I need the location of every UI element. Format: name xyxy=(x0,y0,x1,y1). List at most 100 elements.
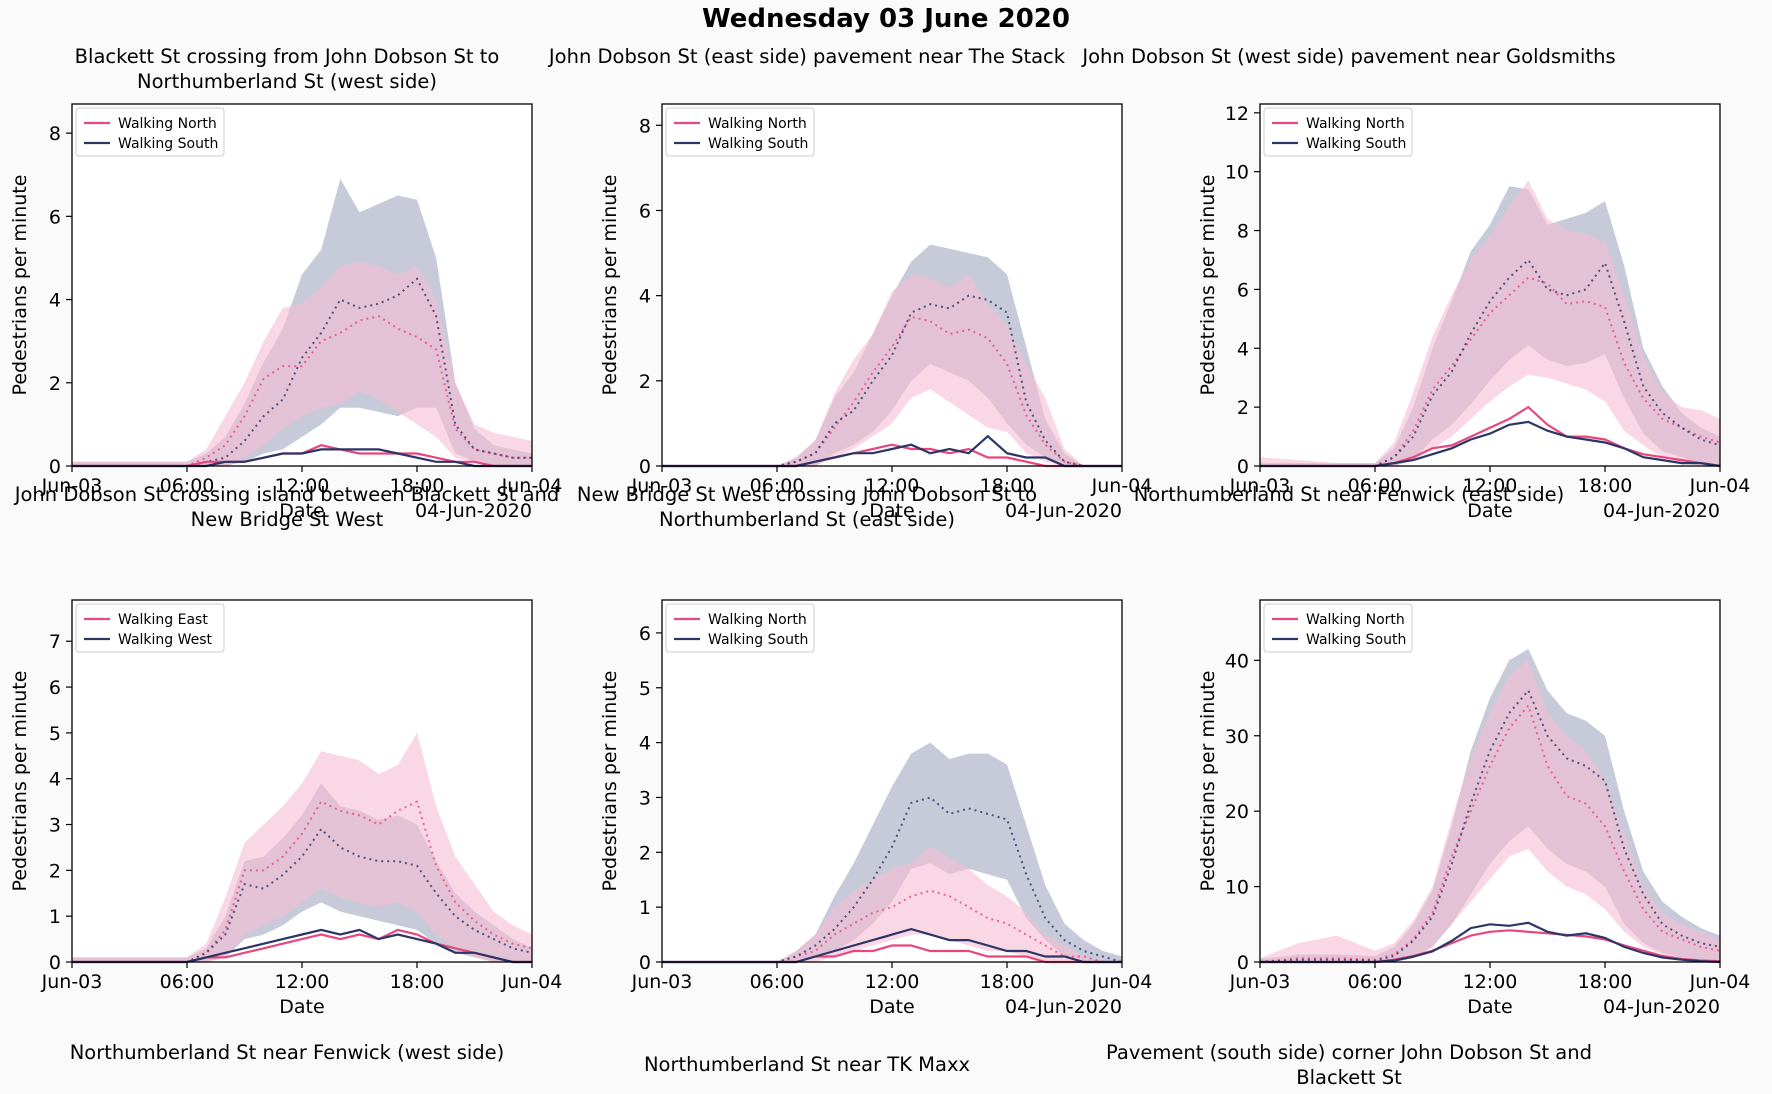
y-tick-label: 4 xyxy=(49,290,61,312)
x-tick-label: Jun-03 xyxy=(41,475,103,497)
y-tick-label: 4 xyxy=(639,286,651,308)
x-tick-label: Jun-03 xyxy=(1229,971,1291,993)
mean-line-walking-south xyxy=(72,277,532,467)
x-tick-label: Jun-04 xyxy=(1091,971,1153,993)
legend-box xyxy=(1263,107,1413,157)
x-tick-label: Jun-03 xyxy=(631,971,693,993)
band-walking-north xyxy=(72,262,532,466)
legend-box xyxy=(665,107,815,157)
y-tick-label: 4 xyxy=(1237,338,1249,360)
y-tick-label: 8 xyxy=(1237,221,1249,243)
legend-label: Walking North xyxy=(118,116,217,132)
legend-label: Walking South xyxy=(1306,632,1406,648)
mean-line-walking-north xyxy=(1260,276,1721,467)
y-tick-label: 7 xyxy=(49,631,61,653)
y-tick-label: 6 xyxy=(639,623,651,645)
mean-line-walking-east xyxy=(72,800,533,963)
panel-8-title: Northumberland St near TK Maxx xyxy=(643,1053,971,1076)
legend-box xyxy=(1263,603,1413,653)
y-tick-label: 6 xyxy=(639,200,651,222)
legend-label: Walking North xyxy=(708,612,807,628)
x-tick-label: 18:00 xyxy=(980,475,1035,497)
panel-5-title: New Bridge St West crossing John Dobson … xyxy=(576,483,1038,531)
y-tick-label: 3 xyxy=(639,787,651,809)
x-tick-label: 06:00 xyxy=(750,475,805,497)
x-tick-label: Jun-04 xyxy=(1091,475,1153,497)
y-tick-label: 0 xyxy=(639,952,651,974)
panel-7-title: Northumberland St near Fenwick (west sid… xyxy=(69,1041,505,1064)
x-tick-label: 12:00 xyxy=(865,475,920,497)
legend-label: Walking North xyxy=(1306,116,1405,132)
y-axis-label: Pedestrians per minute xyxy=(9,671,31,892)
y-tick-label: 2 xyxy=(49,373,61,395)
x-tick-label: Jun-04 xyxy=(501,475,563,497)
legend-label: Walking South xyxy=(708,136,808,152)
y-tick-label: 4 xyxy=(49,769,61,791)
y-tick-label: 10 xyxy=(1225,877,1249,899)
x-axis-label: Date xyxy=(279,500,324,522)
panel-5: 0 1 2 3 4 5 6 Jun-03 06:00 12:00 18:00 Jun-04 Date Pe… xyxy=(599,599,1153,1018)
y-tick-label: 6 xyxy=(49,677,61,699)
legend-box xyxy=(75,603,225,653)
y-tick-label: 8 xyxy=(639,115,651,137)
legend-label: Walking South xyxy=(708,632,808,648)
x-tick-label: 12:00 xyxy=(275,475,330,497)
y-tick-label: 40 xyxy=(1225,650,1249,672)
x-axis-label: Date xyxy=(1467,500,1512,522)
series-line-walking-south xyxy=(1260,921,1721,964)
x-axis-label: Date xyxy=(1467,996,1512,1018)
x-tick-label: 18:00 xyxy=(390,971,445,993)
x-offset-label: 04-Jun-2020 xyxy=(1005,500,1122,522)
y-axis-label: Pedestrians per minute xyxy=(1197,175,1219,396)
x-offset-label: 04-Jun-2020 xyxy=(415,500,532,522)
panel-4-title: John Dobson St crossing island between B… xyxy=(14,483,560,531)
y-tick-label: 2 xyxy=(1237,397,1249,419)
x-axis-label: Date xyxy=(279,996,324,1018)
y-tick-label: 8 xyxy=(49,123,61,145)
x-tick-label: 12:00 xyxy=(865,971,920,993)
band-walking-south xyxy=(662,742,1122,962)
y-tick-label: 0 xyxy=(1237,456,1249,478)
y-tick-label: 0 xyxy=(49,456,61,478)
x-tick-label: Jun-03 xyxy=(631,475,693,497)
panel-1-title: Blackett St crossing from John Dobson St… xyxy=(74,45,500,93)
y-tick-label: 6 xyxy=(1237,279,1249,301)
legend-label: Walking West xyxy=(118,632,213,648)
y-tick-label: 2 xyxy=(639,371,651,393)
mean-line-walking-south xyxy=(1260,258,1721,467)
y-tick-label: 30 xyxy=(1225,726,1249,748)
band-walking-north xyxy=(1260,180,1720,466)
panel-2: 0 2 4 6 8 Jun-03 06:00 12:00 18:00 Jun-04 Date Pede… xyxy=(599,103,1153,522)
y-tick-label: 4 xyxy=(639,733,651,755)
x-tick-label: Jun-03 xyxy=(1229,475,1291,497)
panel-2-title: John Dobson St (east side) pavement near… xyxy=(548,45,1066,68)
band-walking-east xyxy=(72,732,532,962)
legend-label: Walking North xyxy=(708,116,807,132)
legend: Walking North Walking South xyxy=(665,107,815,157)
band-walking-north xyxy=(662,846,1122,962)
legend: Walking North Walking South xyxy=(1263,107,1413,157)
y-axis-label: Pedestrians per minute xyxy=(599,671,621,892)
y-tick-label: 1 xyxy=(49,906,61,928)
y-axis-label: Pedestrians per minute xyxy=(599,175,621,396)
legend: Walking North Walking South xyxy=(1263,603,1413,653)
mean-line-walking-north xyxy=(662,889,1122,963)
x-offset-label: 04-Jun-2020 xyxy=(1603,996,1720,1018)
panel-6-title: Northumberland St near Fenwick (east sid… xyxy=(1133,483,1565,506)
x-tick-label: 06:00 xyxy=(750,971,805,993)
legend-box xyxy=(665,603,815,653)
x-offset-label: 04-Jun-2020 xyxy=(1603,500,1720,522)
y-tick-label: 20 xyxy=(1225,801,1249,823)
y-tick-label: 1 xyxy=(639,897,651,919)
y-tick-label: 10 xyxy=(1225,162,1249,184)
series-line-walking-west xyxy=(72,928,532,964)
y-tick-label: 6 xyxy=(49,206,61,228)
y-tick-label: 0 xyxy=(639,456,651,478)
x-tick-label: 12:00 xyxy=(1463,475,1518,497)
x-tick-label: 06:00 xyxy=(1348,971,1403,993)
y-tick-label: 5 xyxy=(639,678,651,700)
figure-suptitle: Wednesday 03 June 2020 xyxy=(702,4,1070,34)
panel-6: 0 10 20 30 40 Jun-03 06:00 12:00 18:00 Jun-04 Date… xyxy=(1197,599,1750,1018)
x-axis-label: Date xyxy=(869,996,914,1018)
y-tick-label: 0 xyxy=(1237,952,1249,974)
